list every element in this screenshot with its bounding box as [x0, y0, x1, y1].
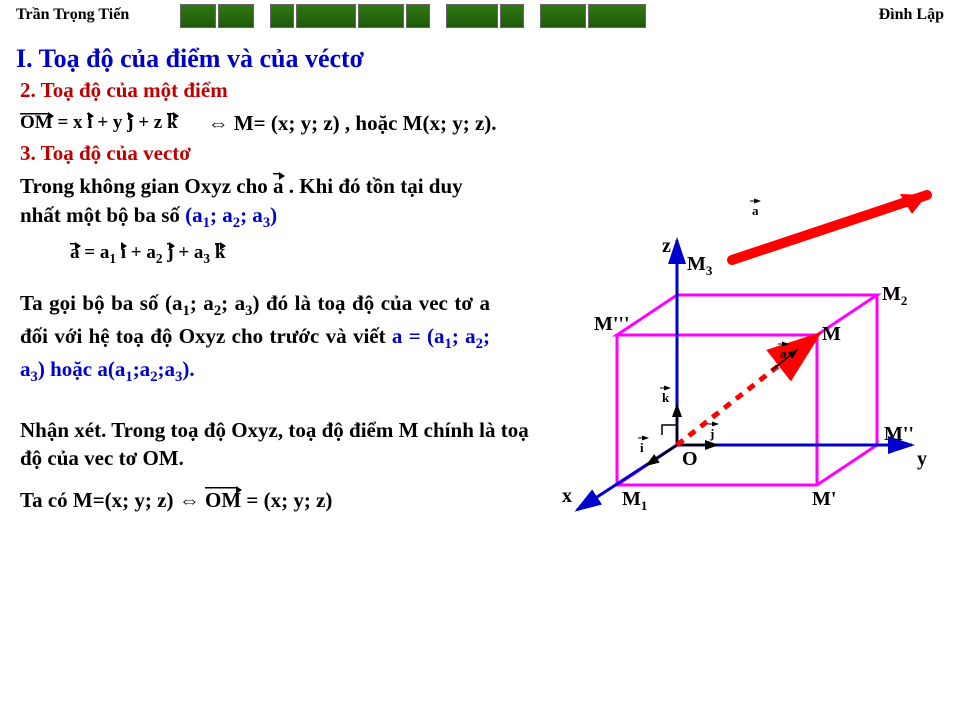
- svg-text:j: j: [709, 426, 714, 441]
- header: Trần Trọng Tiến Đình Lập: [0, 0, 960, 36]
- label-O: O: [682, 448, 698, 470]
- label-y: y: [917, 448, 927, 470]
- coordinate-diagram: O x y z M M1 M2 M3 M' M'' M''' i j k a a: [522, 180, 952, 540]
- subsection-3-heading: 3. Toạ độ của vectơ: [20, 141, 960, 166]
- formula-a: a = a1 i + a2 j + a3 k: [70, 242, 510, 267]
- svg-text:a: a: [752, 203, 759, 218]
- formula-m-coords: ⇔ M= (x; y; z) , hoặc M(x; y; z).: [208, 109, 497, 137]
- author-right: Đình Lập: [879, 6, 944, 24]
- svg-text:a: a: [780, 346, 787, 361]
- subsection-2-heading: 2. Toạ độ của một điểm: [20, 78, 960, 103]
- progress-bars: [180, 4, 646, 28]
- label-Mp: M': [812, 488, 836, 510]
- label-M: M: [822, 323, 841, 345]
- svg-text:i: i: [640, 440, 644, 455]
- section-title: I. Toạ độ của điểm và của véctơ: [16, 44, 960, 74]
- formula-row: OM = x i + y j + z k ⇔ M= (x; y; z) , ho…: [20, 109, 960, 137]
- label-Mppp: M''': [594, 313, 630, 335]
- vector-a: a: [273, 172, 284, 200]
- note-line1: Nhận xét. Trong toạ độ Oxyz, toạ độ điểm…: [20, 416, 540, 473]
- label-Mpp: M'': [884, 423, 914, 445]
- coords-a: (a1; a2; a3): [185, 203, 277, 227]
- sec3-line1: Trong không gian Oxyz cho a . Khi đó tồn…: [20, 172, 490, 233]
- label-M2: M2: [882, 283, 907, 308]
- author-left: Trần Trọng Tiến: [16, 6, 129, 24]
- text: Trong không gian Oxyz cho: [20, 174, 273, 198]
- sec3-para: Ta gọi bộ ba số (a1; a2; a3) đó là toạ đ…: [20, 289, 490, 388]
- label-M1: M1: [622, 488, 647, 513]
- label-M3: M3: [687, 253, 713, 278]
- label-x: x: [562, 485, 572, 507]
- formula-om: OM = x i + y j + z k: [20, 112, 178, 134]
- label-z: z: [662, 235, 671, 257]
- svg-text:k: k: [662, 390, 670, 405]
